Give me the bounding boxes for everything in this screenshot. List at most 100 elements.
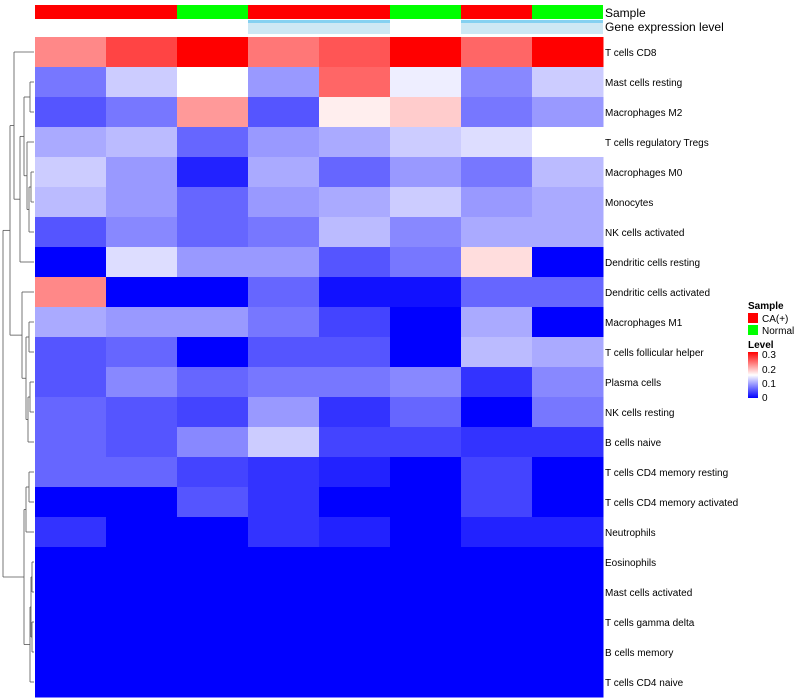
heatmap-cell xyxy=(532,547,604,578)
heatmap-cell xyxy=(106,667,178,698)
heatmap-cell xyxy=(177,37,249,68)
heatmap-cell xyxy=(390,67,462,98)
legend-tick-0: 0 xyxy=(762,393,768,404)
heatmap-cell xyxy=(35,217,107,248)
row-label: Mast cells resting xyxy=(605,78,682,89)
heatmap-cell xyxy=(461,277,533,308)
sample-annotation-cell xyxy=(35,5,106,19)
heatmap-cell xyxy=(461,577,533,608)
heatmap-cell xyxy=(319,337,391,368)
expression-annotation-edge xyxy=(390,20,461,23)
heatmap-cell xyxy=(319,667,391,698)
row-label: NK cells activated xyxy=(605,228,684,239)
heatmap-cell xyxy=(319,547,391,578)
heatmap-cell xyxy=(106,247,178,278)
row-label: T cells CD4 memory resting xyxy=(605,468,728,479)
annotation-label-sample: Sample xyxy=(605,6,646,20)
legend-swatch-normal xyxy=(748,325,758,335)
heatmap-cell xyxy=(319,517,391,548)
heatmap-cell xyxy=(532,127,604,158)
heatmap-cell xyxy=(35,667,107,698)
heatmap-cell xyxy=(177,67,249,98)
heatmap-cell xyxy=(35,637,107,668)
heatmap-cell xyxy=(106,397,178,428)
heatmap-cell xyxy=(319,457,391,488)
heatmap-cell xyxy=(319,577,391,608)
expression-annotation-edge xyxy=(177,20,248,23)
heatmap-cell xyxy=(248,157,320,188)
row-dendrogram xyxy=(2,51,34,683)
heatmap-cell xyxy=(390,577,462,608)
expression-annotation-cell xyxy=(532,20,603,34)
heatmap-cell xyxy=(106,307,178,338)
heatmap-cell xyxy=(35,307,107,338)
heatmap-cell xyxy=(177,517,249,548)
heatmap-cell xyxy=(390,217,462,248)
row-label: Neutrophils xyxy=(605,528,656,539)
expression-annotation-edge xyxy=(461,20,532,23)
heatmap-cell xyxy=(35,397,107,428)
heatmap-cell xyxy=(35,457,107,488)
heatmap-cell xyxy=(248,307,320,338)
heatmap-cell xyxy=(532,187,604,218)
heatmap-cell xyxy=(248,277,320,308)
expression-annotation-cell xyxy=(177,20,248,34)
heatmap-cell xyxy=(319,97,391,128)
row-label: NK cells resting xyxy=(605,408,674,419)
heatmap-cell xyxy=(106,37,178,68)
heatmap-cell xyxy=(106,157,178,188)
heatmap-cell xyxy=(35,367,107,398)
heatmap-cell xyxy=(319,307,391,338)
heatmap-cell xyxy=(461,307,533,338)
column-annotations xyxy=(35,5,603,34)
heatmap-cell xyxy=(532,667,604,698)
heatmap-cell xyxy=(390,307,462,338)
heatmap-cell xyxy=(177,307,249,338)
heatmap-cell xyxy=(177,637,249,668)
expression-annotation-edge xyxy=(319,20,390,23)
heatmap-cell xyxy=(177,277,249,308)
heatmap-cells xyxy=(35,37,604,698)
heatmap-cell xyxy=(177,157,249,188)
heatmap-cell xyxy=(532,217,604,248)
sample-annotation-cell xyxy=(177,5,248,19)
heatmap-cell xyxy=(35,577,107,608)
heatmap-cell xyxy=(35,517,107,548)
heatmap-cell xyxy=(532,427,604,458)
heatmap-cell xyxy=(35,607,107,638)
row-label: B cells memory xyxy=(605,648,673,659)
heatmap-cell xyxy=(177,397,249,428)
row-label: Macrophages M2 xyxy=(605,108,683,119)
heatmap-cell xyxy=(390,247,462,278)
heatmap-cell xyxy=(461,67,533,98)
row-label: T cells follicular helper xyxy=(605,348,704,359)
heatmap-cell xyxy=(532,487,604,518)
heatmap-cell xyxy=(35,427,107,458)
row-label: Eosinophils xyxy=(605,558,656,569)
heatmap-cell xyxy=(35,157,107,188)
expression-annotation-cell xyxy=(390,20,461,34)
sample-annotation-cell xyxy=(248,5,319,19)
heatmap-cell xyxy=(461,667,533,698)
heatmap-cell xyxy=(35,127,107,158)
heatmap-cell xyxy=(461,487,533,518)
heatmap-cell xyxy=(35,547,107,578)
heatmap-cell xyxy=(106,97,178,128)
heatmap-cell xyxy=(532,97,604,128)
heatmap-cell xyxy=(390,607,462,638)
heatmap-cell xyxy=(390,517,462,548)
heatmap-cell xyxy=(532,277,604,308)
sample-annotation-cell xyxy=(461,5,532,19)
heatmap-cell xyxy=(461,397,533,428)
heatmap-cell xyxy=(461,547,533,578)
heatmap-cell xyxy=(319,607,391,638)
heatmap-cell xyxy=(248,127,320,158)
heatmap-cell xyxy=(248,367,320,398)
heatmap-cell xyxy=(461,187,533,218)
heatmap-cell xyxy=(35,97,107,128)
sample-annotation-cell xyxy=(319,5,390,19)
heatmap-cell xyxy=(532,457,604,488)
heatmap-cell xyxy=(248,37,320,68)
heatmap-cell xyxy=(390,187,462,218)
legend-label-ca: CA(+) xyxy=(762,314,788,325)
